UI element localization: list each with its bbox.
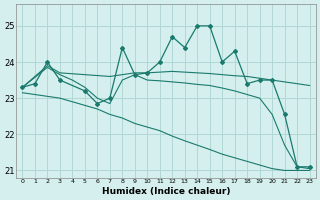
X-axis label: Humidex (Indice chaleur): Humidex (Indice chaleur) [102, 187, 230, 196]
